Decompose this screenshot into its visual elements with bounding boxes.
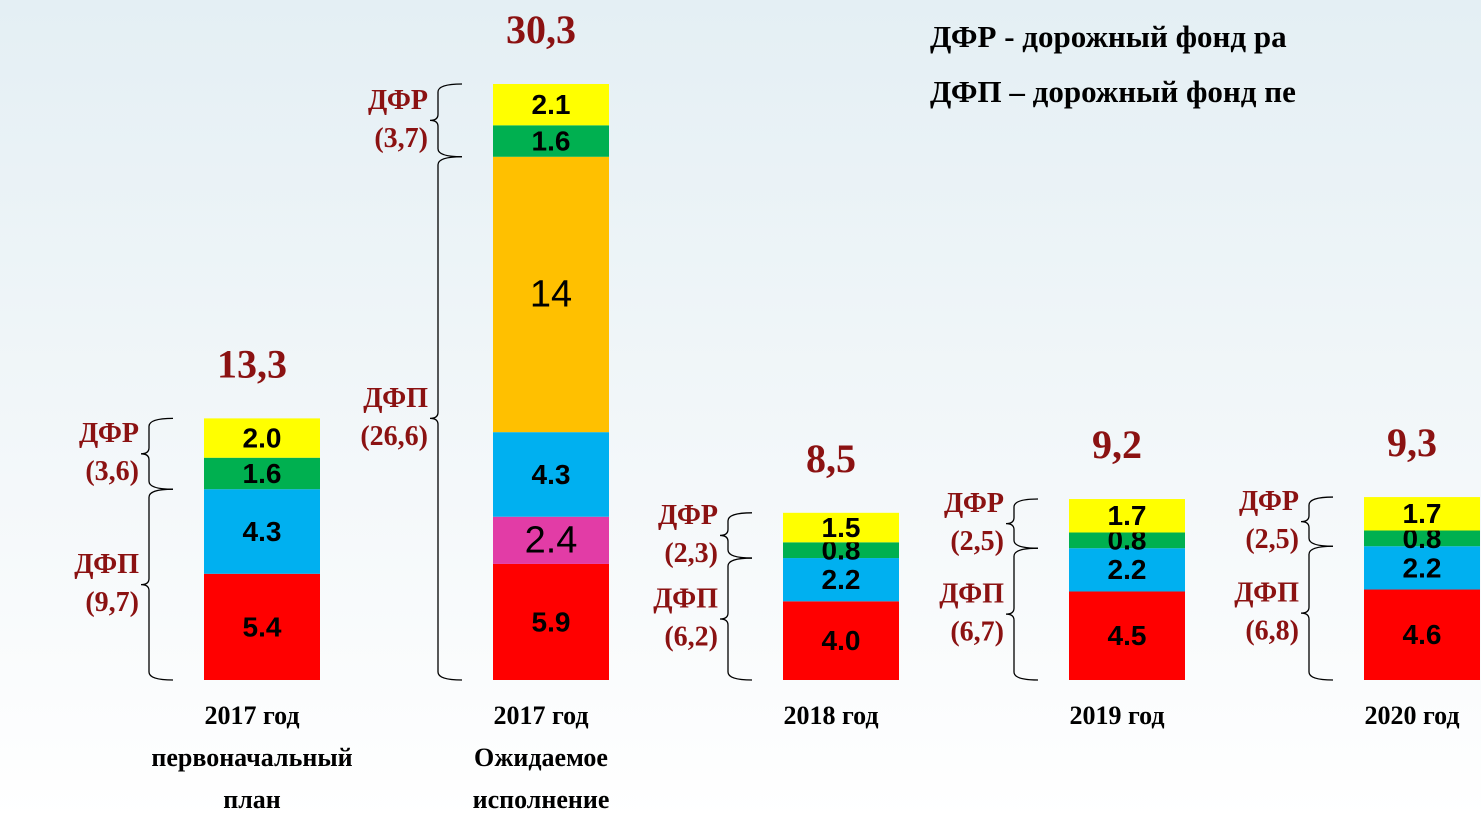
brace xyxy=(1300,496,1334,547)
bar-segment xyxy=(783,558,899,602)
total-label: 8,5 xyxy=(806,436,856,481)
bar-segment xyxy=(1069,591,1185,680)
x-tick-label: 2020 год xyxy=(1364,701,1459,730)
group-name: ДФП xyxy=(939,579,1004,610)
bar-segment xyxy=(1364,589,1480,680)
bar-segment xyxy=(493,83,609,126)
x-tick-label: 2019 год xyxy=(1069,701,1164,730)
group-name: ДФП xyxy=(1234,578,1299,609)
brace xyxy=(1005,547,1039,681)
x-tick-label: исполнение xyxy=(473,785,610,814)
brace xyxy=(140,417,174,490)
group-name: ДФР xyxy=(1239,486,1299,517)
x-tick-label: Ожидаемое xyxy=(474,743,608,772)
bar-segment xyxy=(204,573,320,680)
group-value: (3,6) xyxy=(85,456,139,487)
data-label: 2.0 xyxy=(243,422,282,453)
bar-segment xyxy=(493,125,609,157)
bar-segment xyxy=(1364,497,1480,531)
data-label: 1.5 xyxy=(822,512,861,543)
data-label: 4.6 xyxy=(1403,619,1442,650)
data-label: 2.2 xyxy=(1403,552,1442,583)
data-label: 4.3 xyxy=(532,459,571,490)
data-label: 2.1 xyxy=(532,89,571,120)
x-tick-label: 2017 год xyxy=(204,701,299,730)
data-label: 2.2 xyxy=(822,564,861,595)
data-label: 1.6 xyxy=(243,458,282,489)
data-label: 4.0 xyxy=(822,625,861,656)
brace xyxy=(429,156,463,681)
group-value: (6,8) xyxy=(1245,616,1299,647)
group-value: (26,6) xyxy=(360,421,428,452)
group-value: (2,5) xyxy=(1245,524,1299,555)
bar-segment xyxy=(493,516,609,564)
legend-line: ДФР - дорожный фонд ра xyxy=(930,19,1287,54)
bar-segment xyxy=(493,156,609,433)
total-label: 9,3 xyxy=(1387,420,1437,465)
data-label: 2.4 xyxy=(525,519,578,561)
total-label: 13,3 xyxy=(217,342,287,387)
bar-segment xyxy=(783,512,899,543)
data-label: 1.7 xyxy=(1108,500,1147,531)
group-value: (3,7) xyxy=(374,123,428,154)
bar-segment xyxy=(204,418,320,458)
brace xyxy=(140,488,174,681)
brace xyxy=(1005,498,1039,549)
data-label: 5.9 xyxy=(532,606,571,637)
bar-segment xyxy=(783,542,899,559)
total-label: 30,3 xyxy=(506,7,576,52)
brace xyxy=(719,557,753,681)
x-tick-label: первоначальный xyxy=(151,743,352,772)
data-label: 5.4 xyxy=(243,611,282,642)
data-label: 4.5 xyxy=(1108,620,1147,651)
data-label: 14 xyxy=(530,273,572,315)
data-label: 2.2 xyxy=(1108,554,1147,585)
group-name: ДФП xyxy=(74,549,139,580)
brace xyxy=(1300,545,1334,681)
bar-segment xyxy=(1069,532,1185,549)
x-tick-label: 2017 год xyxy=(493,701,588,730)
brace xyxy=(429,83,463,158)
legend-line: ДФП – дорожный фонд пе xyxy=(930,74,1296,109)
group-name: ДФР xyxy=(79,418,139,449)
data-label: 4.3 xyxy=(243,516,282,547)
group-name: ДФП xyxy=(363,383,428,414)
bar-segment xyxy=(1069,548,1185,592)
group-value: (2,5) xyxy=(950,526,1004,557)
bar-segment xyxy=(493,563,609,680)
group-name: ДФР xyxy=(944,488,1004,519)
bar-segment xyxy=(204,457,320,490)
group-value: (6,2) xyxy=(664,621,718,652)
group-name: ДФР xyxy=(658,500,718,531)
data-label: 1.6 xyxy=(532,125,571,156)
group-value: (9,7) xyxy=(85,587,139,618)
bar-segment xyxy=(1364,530,1480,547)
x-tick-label: план xyxy=(223,785,281,814)
brace xyxy=(719,512,753,559)
total-label: 9,2 xyxy=(1092,422,1142,467)
group-value: (6,7) xyxy=(950,617,1004,648)
group-name: ДФП xyxy=(653,583,718,614)
bar-segment xyxy=(204,489,320,574)
x-tick-label: 2018 год xyxy=(783,701,878,730)
group-value: (2,3) xyxy=(664,538,718,569)
bar-segment xyxy=(1364,546,1480,590)
bar-segment xyxy=(493,432,609,517)
data-label: 1.7 xyxy=(1403,498,1442,529)
group-name: ДФР xyxy=(368,85,428,116)
bar-segment xyxy=(783,601,899,680)
bar-segment xyxy=(1069,499,1185,533)
